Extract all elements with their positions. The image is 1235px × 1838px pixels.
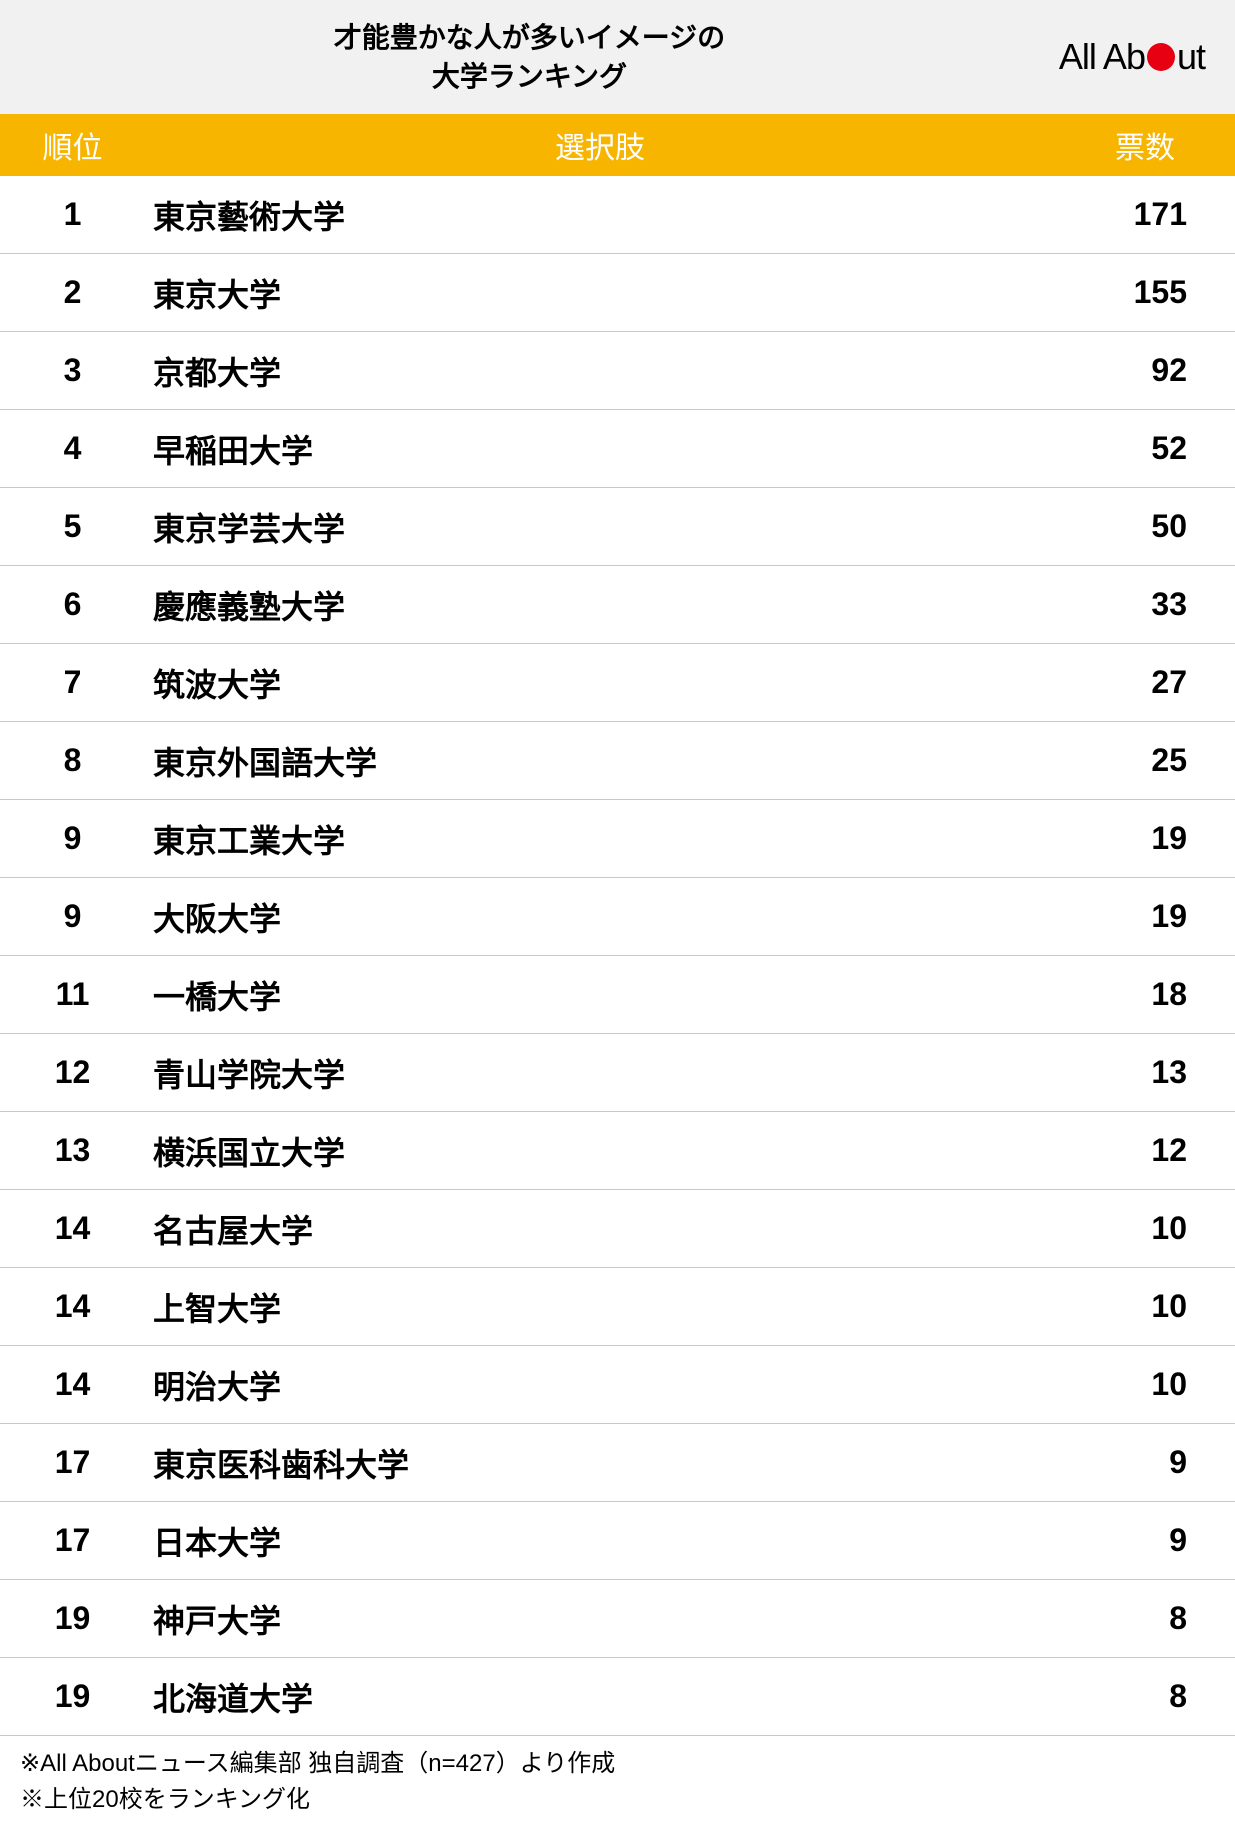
name-cell: 東京学芸大学 xyxy=(145,504,1055,550)
table-row: 3京都大学92 xyxy=(0,332,1235,410)
votes-cell: 9 xyxy=(1055,1522,1235,1559)
name-cell: 名古屋大学 xyxy=(145,1206,1055,1252)
logo-text-left: All Ab xyxy=(1059,36,1145,78)
votes-cell: 10 xyxy=(1055,1366,1235,1403)
table-row: 1東京藝術大学171 xyxy=(0,176,1235,254)
votes-cell: 19 xyxy=(1055,898,1235,935)
table-body: 1東京藝術大学1712東京大学1553京都大学924早稲田大学525東京学芸大学… xyxy=(0,176,1235,1736)
rank-cell: 7 xyxy=(0,664,145,701)
name-cell: 青山学院大学 xyxy=(145,1050,1055,1096)
rank-cell: 14 xyxy=(0,1210,145,1247)
votes-cell: 50 xyxy=(1055,508,1235,545)
votes-cell: 171 xyxy=(1055,196,1235,233)
table-row: 8東京外国語大学25 xyxy=(0,722,1235,800)
votes-cell: 13 xyxy=(1055,1054,1235,1091)
rank-cell: 14 xyxy=(0,1288,145,1325)
header-votes: 票数 xyxy=(1055,123,1235,167)
name-cell: 北海道大学 xyxy=(145,1674,1055,1720)
votes-cell: 10 xyxy=(1055,1288,1235,1325)
name-cell: 日本大学 xyxy=(145,1518,1055,1564)
title-line-1: 才能豊かな人が多いイメージの xyxy=(334,22,725,53)
votes-cell: 8 xyxy=(1055,1678,1235,1715)
page-title: 才能豊かな人が多いイメージの 大学ランキング xyxy=(0,18,1059,96)
rank-cell: 3 xyxy=(0,352,145,389)
table-header-row: 順位 選択肢 票数 xyxy=(0,114,1235,176)
rank-cell: 19 xyxy=(0,1600,145,1637)
table-row: 13横浜国立大学12 xyxy=(0,1112,1235,1190)
name-cell: 東京工業大学 xyxy=(145,816,1055,862)
votes-cell: 52 xyxy=(1055,430,1235,467)
votes-cell: 92 xyxy=(1055,352,1235,389)
rank-cell: 17 xyxy=(0,1522,145,1559)
name-cell: 上智大学 xyxy=(145,1284,1055,1330)
rank-cell: 11 xyxy=(0,976,145,1013)
table-row: 4早稲田大学52 xyxy=(0,410,1235,488)
votes-cell: 155 xyxy=(1055,274,1235,311)
name-cell: 京都大学 xyxy=(145,348,1055,394)
name-cell: 大阪大学 xyxy=(145,894,1055,940)
logo-text-right: ut xyxy=(1177,36,1205,78)
header-name: 選択肢 xyxy=(145,123,1055,167)
votes-cell: 9 xyxy=(1055,1444,1235,1481)
table-row: 14上智大学10 xyxy=(0,1268,1235,1346)
name-cell: 明治大学 xyxy=(145,1362,1055,1408)
votes-cell: 18 xyxy=(1055,976,1235,1013)
rank-cell: 9 xyxy=(0,898,145,935)
name-cell: 東京医科歯科大学 xyxy=(145,1440,1055,1486)
votes-cell: 25 xyxy=(1055,742,1235,779)
name-cell: 東京大学 xyxy=(145,270,1055,316)
table-row: 9大阪大学19 xyxy=(0,878,1235,956)
rank-cell: 8 xyxy=(0,742,145,779)
rank-cell: 5 xyxy=(0,508,145,545)
table-row: 14明治大学10 xyxy=(0,1346,1235,1424)
title-bar: 才能豊かな人が多いイメージの 大学ランキング All Ab ut xyxy=(0,0,1235,114)
name-cell: 慶應義塾大学 xyxy=(145,582,1055,628)
table-row: 19北海道大学8 xyxy=(0,1658,1235,1736)
table-row: 6慶應義塾大学33 xyxy=(0,566,1235,644)
rank-cell: 9 xyxy=(0,820,145,857)
table-row: 12青山学院大学13 xyxy=(0,1034,1235,1112)
name-cell: 筑波大学 xyxy=(145,660,1055,706)
votes-cell: 12 xyxy=(1055,1132,1235,1169)
table-row: 9東京工業大学19 xyxy=(0,800,1235,878)
allabout-logo: All Ab ut xyxy=(1059,36,1205,78)
name-cell: 一橋大学 xyxy=(145,972,1055,1018)
logo-dot-icon xyxy=(1147,43,1175,71)
rank-cell: 1 xyxy=(0,196,145,233)
name-cell: 早稲田大学 xyxy=(145,426,1055,472)
votes-cell: 33 xyxy=(1055,586,1235,623)
votes-cell: 10 xyxy=(1055,1210,1235,1247)
table-row: 2東京大学155 xyxy=(0,254,1235,332)
table-row: 7筑波大学27 xyxy=(0,644,1235,722)
table-row: 17日本大学9 xyxy=(0,1502,1235,1580)
rank-cell: 4 xyxy=(0,430,145,467)
table-row: 19神戸大学8 xyxy=(0,1580,1235,1658)
votes-cell: 19 xyxy=(1055,820,1235,857)
footnote-2: ※上位20校をランキング化 xyxy=(20,1782,1215,1818)
rank-cell: 2 xyxy=(0,274,145,311)
table-row: 5東京学芸大学50 xyxy=(0,488,1235,566)
name-cell: 東京外国語大学 xyxy=(145,738,1055,784)
ranking-table-container: 才能豊かな人が多いイメージの 大学ランキング All Ab ut 順位 選択肢 票… xyxy=(0,0,1235,1838)
rank-cell: 6 xyxy=(0,586,145,623)
rank-cell: 12 xyxy=(0,1054,145,1091)
votes-cell: 27 xyxy=(1055,664,1235,701)
name-cell: 神戸大学 xyxy=(145,1596,1055,1642)
rank-cell: 17 xyxy=(0,1444,145,1481)
table-row: 11一橋大学18 xyxy=(0,956,1235,1034)
rank-cell: 19 xyxy=(0,1678,145,1715)
table-row: 14名古屋大学10 xyxy=(0,1190,1235,1268)
votes-cell: 8 xyxy=(1055,1600,1235,1637)
table-row: 17東京医科歯科大学9 xyxy=(0,1424,1235,1502)
header-rank: 順位 xyxy=(0,123,145,167)
title-line-2: 大学ランキング xyxy=(432,61,627,92)
footnote-1: ※All Aboutニュース編集部 独自調査（n=427）より作成 xyxy=(20,1746,1215,1782)
footnotes: ※All Aboutニュース編集部 独自調査（n=427）より作成 ※上位20校… xyxy=(0,1736,1235,1838)
rank-cell: 14 xyxy=(0,1366,145,1403)
rank-cell: 13 xyxy=(0,1132,145,1169)
name-cell: 横浜国立大学 xyxy=(145,1128,1055,1174)
name-cell: 東京藝術大学 xyxy=(145,192,1055,238)
